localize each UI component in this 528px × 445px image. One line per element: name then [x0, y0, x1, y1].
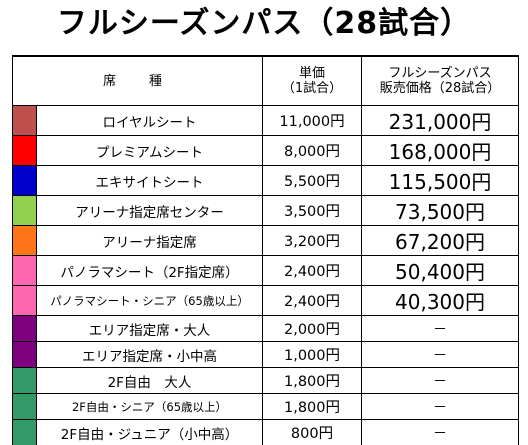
- page-title: フルシーズンパス（28試合）: [0, 2, 528, 46]
- seat-name: 2F自由・シニア（65歳以上）: [37, 394, 263, 420]
- unit-price: 3,200円: [263, 226, 362, 256]
- unit-price: 1,000円: [263, 342, 362, 368]
- unit-price: 1,800円: [263, 368, 362, 394]
- unit-price: 1,800円: [263, 394, 362, 420]
- season-pass-price: 115,500円: [362, 166, 519, 196]
- unit-price: 2,400円: [263, 286, 362, 316]
- unit-price: 2,000円: [263, 316, 362, 342]
- unit-price: 8,000円: [263, 136, 362, 166]
- seat-color-swatch: [13, 256, 37, 286]
- season-pass-price: －: [362, 420, 519, 445]
- seat-name: エリア指定席・大人: [37, 316, 263, 342]
- seat-color-swatch: [13, 368, 37, 394]
- seat-name: アリーナ指定席: [37, 226, 263, 256]
- seat-color-swatch: [13, 166, 37, 196]
- price-sheet: フルシーズンパス（28試合） 席 種 単価 （1試合） フルシーズンパス 販売価…: [0, 0, 528, 436]
- seat-color-swatch: [13, 394, 37, 420]
- season-pass-price: －: [362, 368, 519, 394]
- header-season-price: フルシーズンパス 販売価格（28試合）: [362, 56, 519, 106]
- seat-name: パノラマシート・シニア（65歳以上）: [37, 286, 263, 316]
- header-unit-line2: （1試合）: [263, 81, 361, 96]
- seat-name: エリア指定席・小中高: [37, 342, 263, 368]
- unit-price: 3,500円: [263, 196, 362, 226]
- season-pass-price: －: [362, 316, 519, 342]
- seat-color-swatch: [13, 226, 37, 256]
- header-unit-price: 単価 （1試合）: [263, 56, 362, 106]
- seat-name: パノラマシート（2F指定席）: [37, 256, 263, 286]
- header-total-line2: 販売価格（28試合）: [362, 81, 518, 96]
- seat-name: 2F自由・ジュニア（小中高）: [37, 420, 263, 445]
- unit-price: 800円: [263, 420, 362, 445]
- season-pass-price: －: [362, 394, 519, 420]
- seat-color-swatch: [13, 342, 37, 368]
- price-table: 席 種 単価 （1試合） フルシーズンパス 販売価格（28試合） ロイヤルシート…: [12, 55, 519, 445]
- header-total-line1: フルシーズンパス: [362, 66, 518, 81]
- header-seat-type: 席 種: [13, 56, 263, 106]
- seat-color-swatch: [13, 136, 37, 166]
- season-pass-price: 73,500円: [362, 196, 519, 226]
- header-seat-label: 席 種: [103, 74, 172, 89]
- seat-color-swatch: [13, 316, 37, 342]
- seat-name: 2F自由 大人: [37, 368, 263, 394]
- seat-name: エキサイトシート: [37, 166, 263, 196]
- season-pass-price: 50,400円: [362, 256, 519, 286]
- season-pass-price: －: [362, 342, 519, 368]
- season-pass-price: 231,000円: [362, 106, 519, 136]
- season-pass-price: 67,200円: [362, 226, 519, 256]
- seat-color-swatch: [13, 196, 37, 226]
- header-row: 席 種 単価 （1試合） フルシーズンパス 販売価格（28試合）: [13, 56, 519, 106]
- seat-color-swatch: [13, 106, 37, 136]
- header-unit-line1: 単価: [263, 66, 361, 81]
- seat-name: プレミアムシート: [37, 136, 263, 166]
- table-row: 2F自由・シニア（65歳以上）1,800円－: [13, 394, 519, 420]
- seat-color-swatch: [13, 420, 37, 445]
- seat-name: ロイヤルシート: [37, 106, 263, 136]
- seat-color-swatch: [13, 286, 37, 316]
- seat-name: アリーナ指定席センター: [37, 196, 263, 226]
- unit-price: 2,400円: [263, 256, 362, 286]
- unit-price: 11,000円: [263, 106, 362, 136]
- season-pass-price: 40,300円: [362, 286, 519, 316]
- table-row: 2F自由・ジュニア（小中高）800円－: [13, 420, 519, 445]
- unit-price: 5,500円: [263, 166, 362, 196]
- season-pass-price: 168,000円: [362, 136, 519, 166]
